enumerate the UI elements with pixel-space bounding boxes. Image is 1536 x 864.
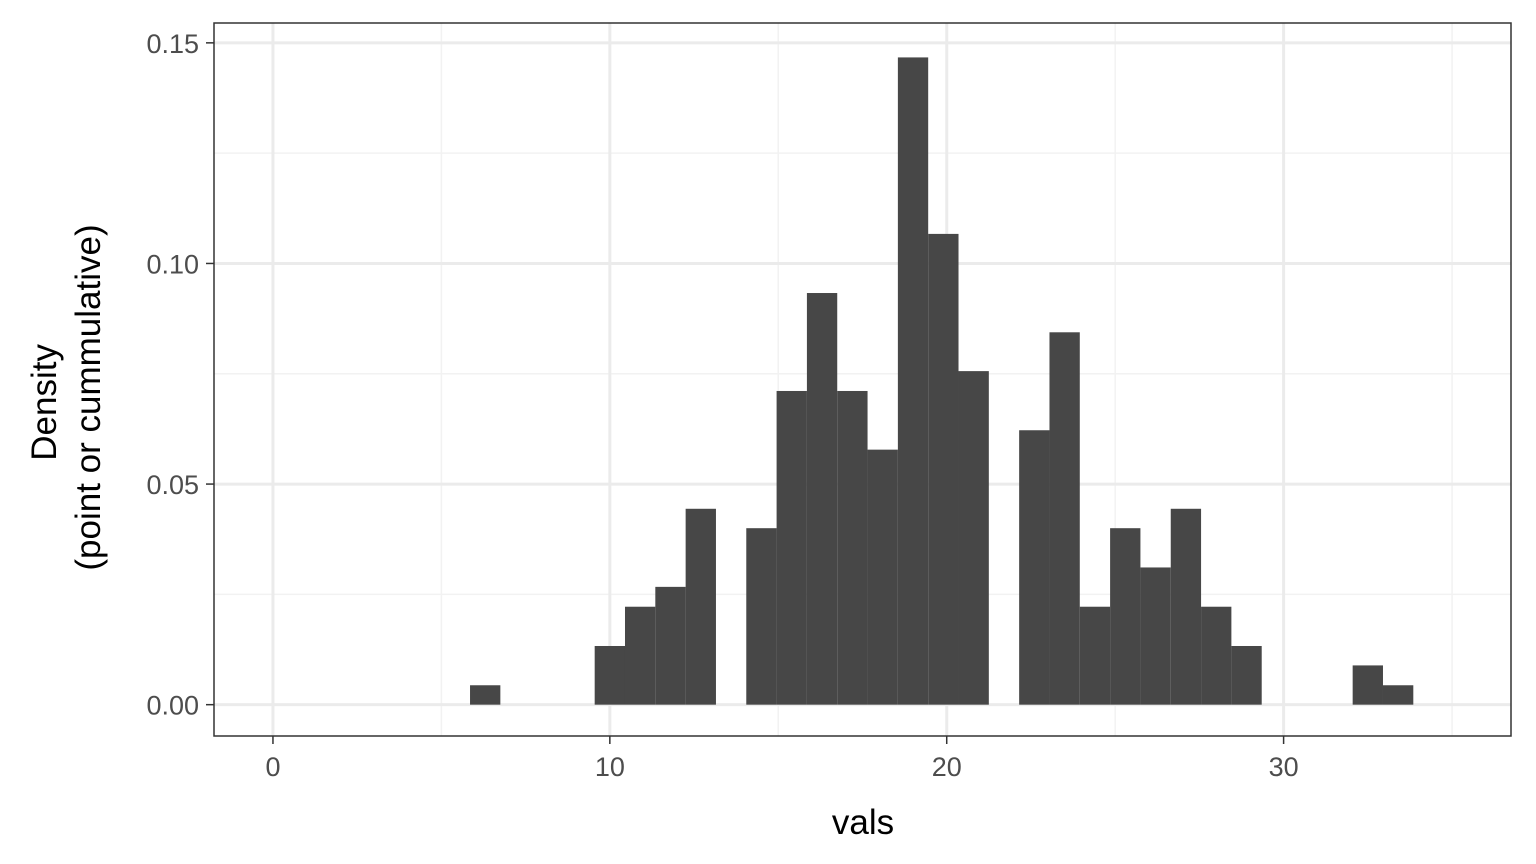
y-axis: 0.00 0.05 0.10 0.15 — [146, 29, 214, 721]
histogram-bar — [867, 449, 898, 705]
histogram-bar — [1049, 332, 1080, 705]
histogram-bar — [624, 606, 656, 705]
histogram-bar — [1352, 665, 1383, 705]
histogram-bar — [470, 685, 501, 705]
histogram-bar — [928, 233, 959, 705]
histogram-bar — [1019, 430, 1050, 705]
histogram-bar — [594, 645, 625, 705]
y-tick-label: 0.00 — [146, 691, 199, 721]
histogram-bar — [1170, 508, 1202, 705]
y-axis-title-line-1: Density — [25, 344, 64, 461]
y-tick-label: 0.15 — [146, 29, 199, 59]
histogram-bar — [746, 528, 777, 705]
histogram-bar — [958, 371, 989, 705]
y-tick-label: 0.05 — [146, 470, 199, 500]
histogram-bar — [1201, 606, 1232, 705]
histogram-bar — [776, 390, 807, 705]
x-axis: 0 10 20 30 — [265, 736, 1299, 782]
histogram-bar — [1231, 645, 1262, 705]
histogram-bar — [1079, 606, 1111, 705]
y-axis-title: Density (point or cummulative) — [25, 224, 108, 570]
histogram-bar — [1382, 685, 1414, 705]
x-tick-label: 30 — [1269, 752, 1299, 782]
x-tick-label: 20 — [932, 752, 962, 782]
histogram-bar — [806, 293, 838, 705]
x-axis-title: vals — [832, 803, 894, 842]
histogram-bar — [1110, 528, 1141, 705]
y-tick-label: 0.10 — [146, 249, 199, 279]
panel-border — [213, 22, 1512, 737]
y-axis-title-line-2: (point or cummulative) — [69, 224, 108, 570]
histogram-bar — [1140, 567, 1171, 705]
histogram-bar — [837, 390, 868, 705]
histogram-bar — [655, 586, 686, 705]
x-tick-label: 10 — [595, 752, 625, 782]
histogram-bar — [897, 57, 929, 705]
histogram-bar — [685, 508, 716, 705]
x-tick-label: 0 — [265, 752, 280, 782]
histogram-bars — [470, 57, 1414, 705]
